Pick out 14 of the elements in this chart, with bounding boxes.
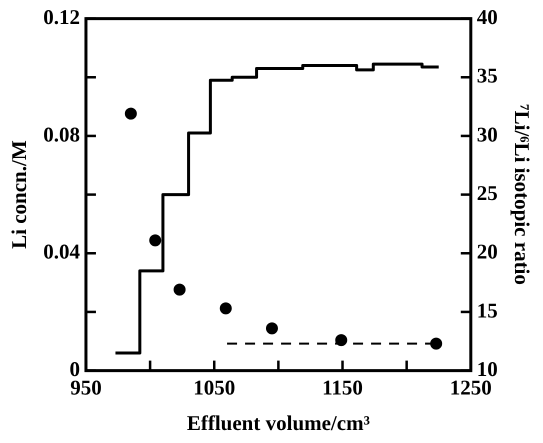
y-tick-label: 0.08 xyxy=(43,122,80,146)
x-tick-label: 1150 xyxy=(322,376,363,400)
y2-axis-title: ⁷Li/⁶Li isotopic ratio xyxy=(510,104,534,285)
y2-tick-label: 15 xyxy=(476,298,498,322)
x-axis-title: Effluent volume/cm³ xyxy=(186,410,370,435)
y-tick-label: 0.12 xyxy=(43,5,80,30)
y2-tick-label: 20 xyxy=(476,240,498,264)
y2-tick-label: 40 xyxy=(476,5,498,30)
y2-tick-label: 30 xyxy=(476,122,498,146)
x-tick-label: 1050 xyxy=(193,376,236,400)
y2-tick-label: 25 xyxy=(476,181,498,206)
y2-tick-label: 35 xyxy=(476,64,498,88)
y-tick-label: 0.04 xyxy=(43,240,80,264)
y-axis-title: Li concn./M xyxy=(7,140,32,249)
